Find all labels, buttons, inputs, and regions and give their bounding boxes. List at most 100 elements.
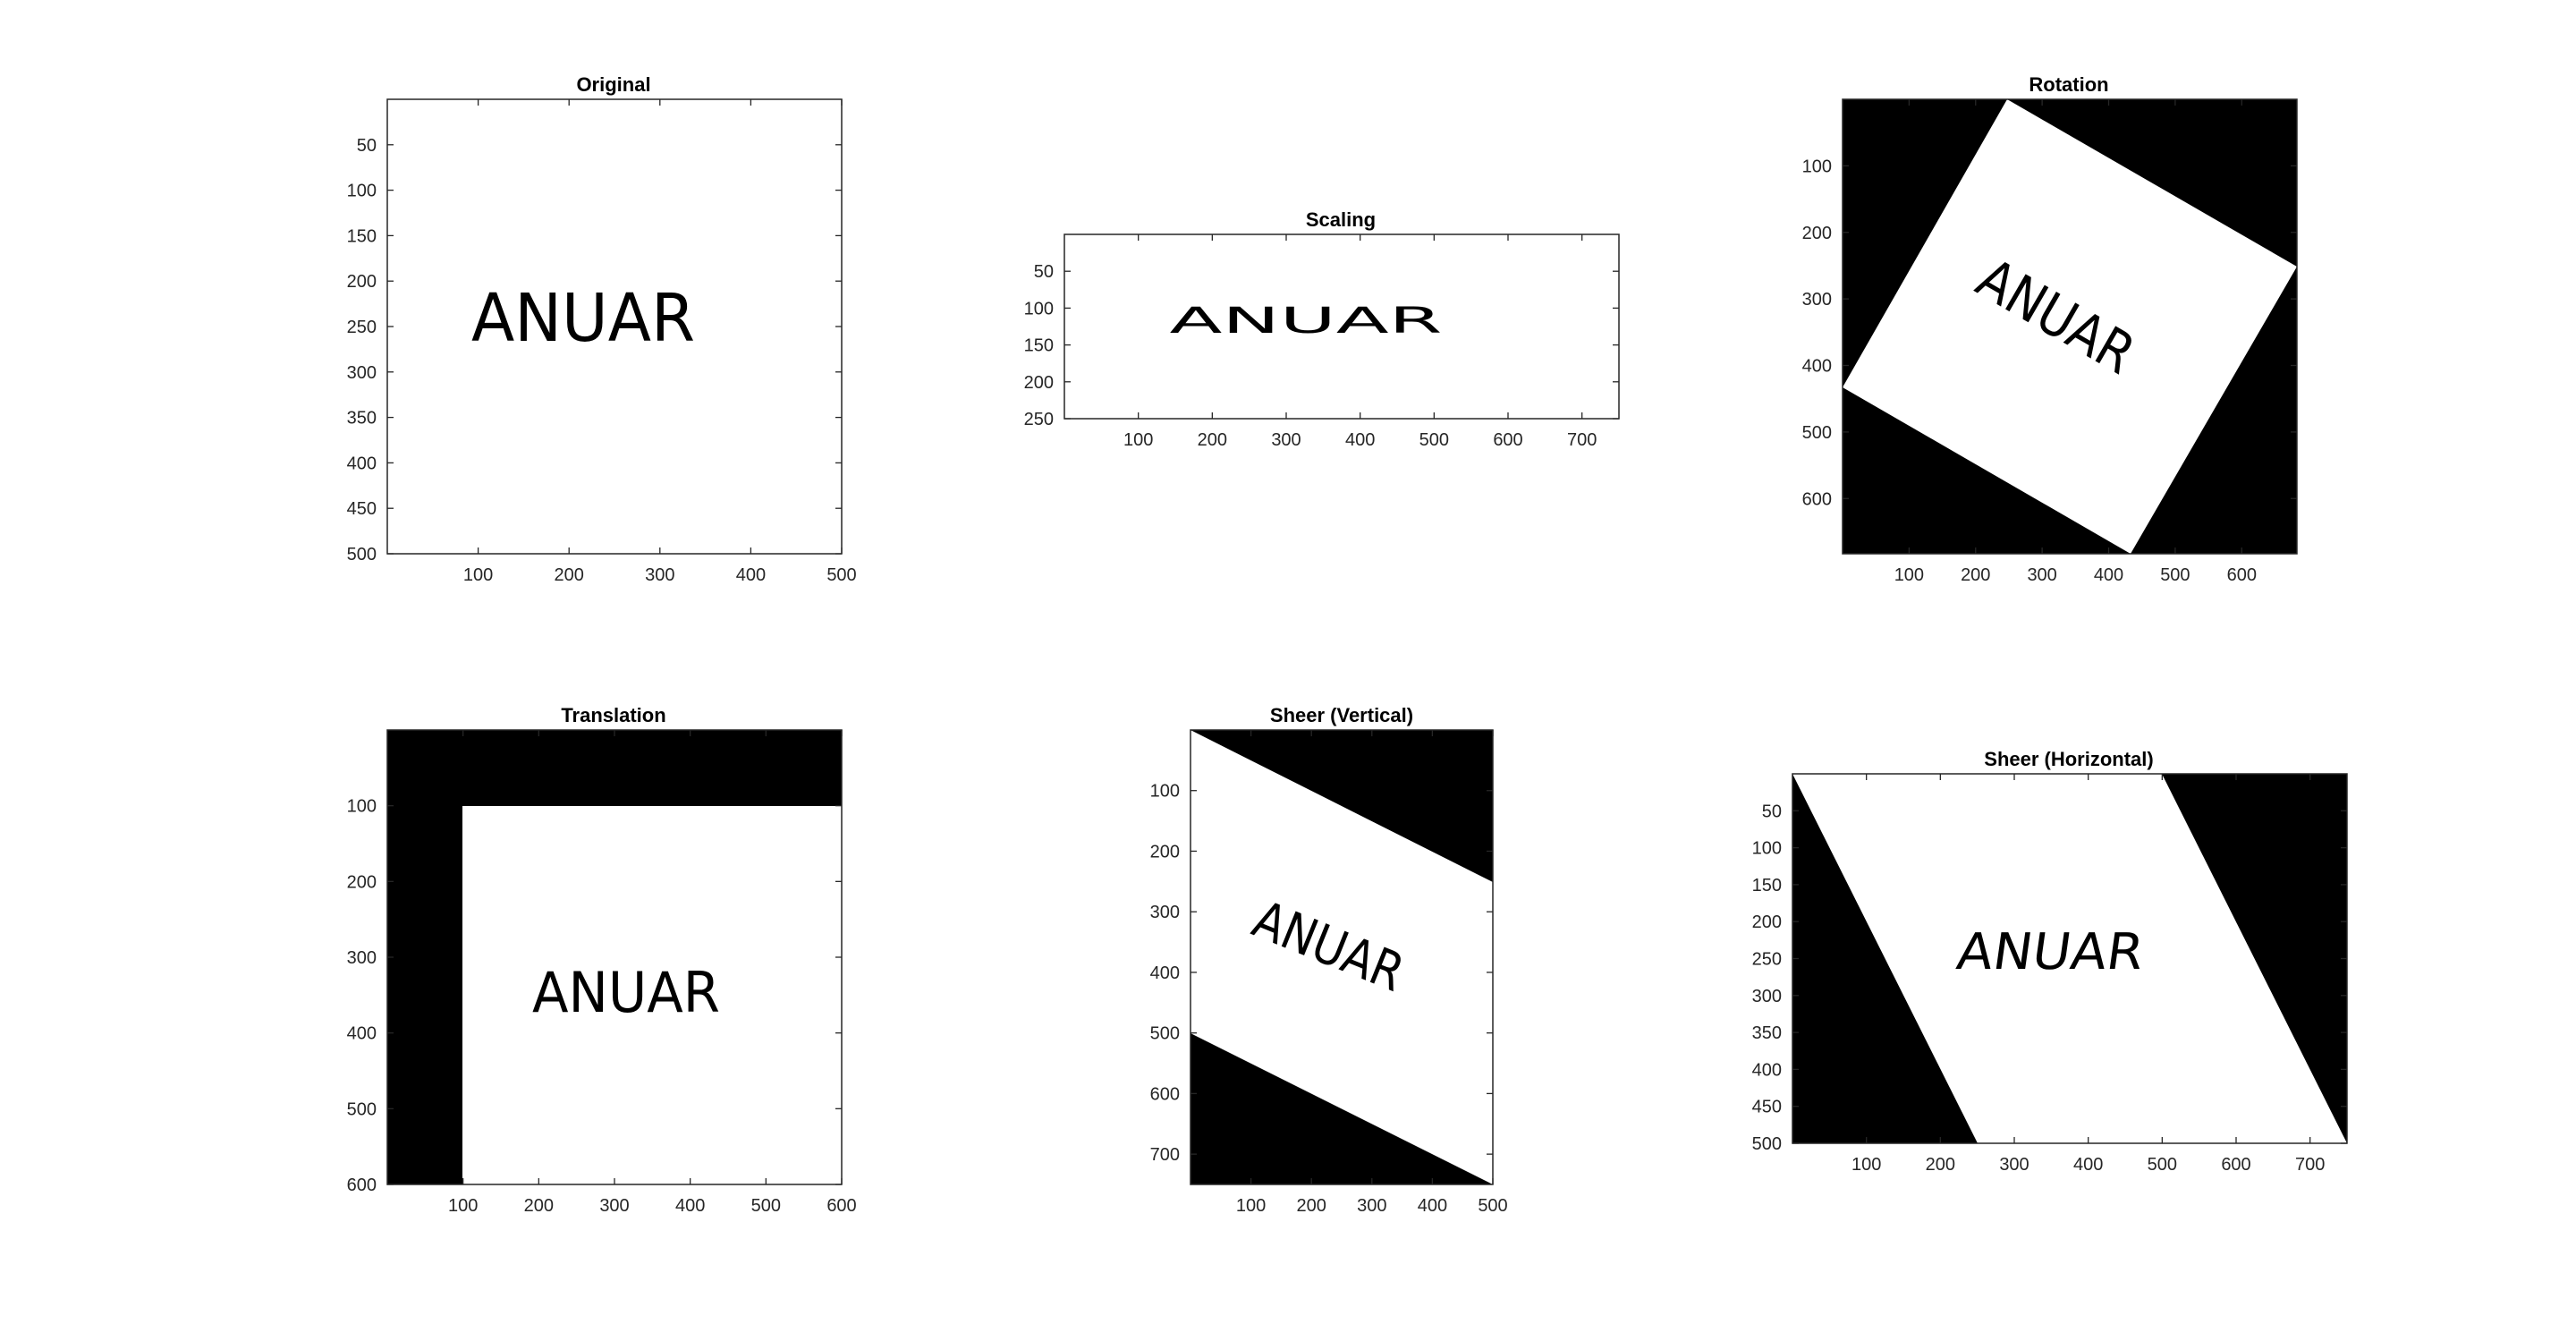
plot-border (1190, 729, 1494, 1185)
plot-area (386, 98, 843, 555)
x-tick-label: 600 (826, 1196, 856, 1216)
y-tick-label: 600 (1802, 489, 1832, 509)
y-axis: 100 200 300 400 500 600 (347, 797, 842, 1195)
image-text: ANUAR (1953, 923, 2148, 981)
y-tick-label: 600 (1150, 1084, 1180, 1104)
y-tick-label: 100 (1752, 839, 1782, 859)
panel-title: Translation (561, 704, 665, 726)
x-tick-label: 400 (2094, 565, 2123, 585)
sheared-image (1191, 730, 1493, 1184)
y-tick-label: 50 (1034, 262, 1054, 282)
y-axis: 50 100 150 200 250 300 350 400 450 500 (347, 136, 842, 564)
y-tick-label: 450 (1752, 1098, 1782, 1117)
x-axis: 100 200 300 400 500 (1236, 730, 1508, 1216)
y-tick-label: 200 (347, 872, 377, 892)
x-tick-label: 300 (645, 565, 674, 585)
x-tick-label: 200 (555, 565, 584, 585)
x-axis: 100 200 300 400 500 600 (1894, 99, 2257, 585)
y-tick-label: 300 (347, 948, 377, 968)
sheared-image (1792, 774, 2347, 1143)
y-tick-label: 50 (357, 136, 377, 156)
y-axis: 100 200 300 400 500 600 (1802, 157, 2297, 509)
x-tick-label: 300 (1271, 430, 1301, 450)
y-axis: 50 100 150 200 250 300 350 400 450 500 (1752, 802, 2347, 1154)
x-tick-label: 200 (1961, 565, 1990, 585)
y-tick-label: 500 (1150, 1024, 1180, 1044)
panel-sheer-vertical: Sheer (Vertical) ANUAR 100 200 300 400 500 1… (1150, 704, 1508, 1216)
image-text: ANUAR (1170, 301, 1443, 342)
y-tick-label: 400 (1150, 963, 1180, 983)
y-tick-label: 250 (1024, 410, 1054, 429)
x-axis: 100 200 300 400 500 600 700 (1123, 234, 1597, 450)
x-tick-label: 400 (736, 565, 766, 585)
x-tick-label: 400 (675, 1196, 705, 1216)
x-axis: 100 200 300 400 500 600 (448, 730, 857, 1216)
y-tick-label: 50 (1762, 802, 1782, 821)
y-tick-label: 150 (1024, 336, 1054, 356)
y-axis: 50 100 150 200 250 (1024, 262, 1619, 429)
y-tick-label: 350 (347, 409, 377, 429)
y-tick-label: 100 (1802, 157, 1832, 176)
y-tick-label: 500 (347, 1099, 377, 1119)
plot-area (1063, 233, 1620, 420)
y-tick-label: 200 (1150, 842, 1180, 861)
x-tick-label: 400 (1345, 430, 1375, 450)
y-tick-label: 300 (1752, 987, 1782, 1006)
y-tick-label: 200 (1752, 912, 1782, 932)
x-tick-label: 100 (1236, 1196, 1266, 1216)
panel-original: Original ANUAR 100 200 300 400 500 50 100 150 2… (347, 73, 857, 585)
y-tick-label: 100 (1024, 299, 1054, 318)
x-tick-label: 500 (826, 565, 856, 585)
y-tick-label: 500 (347, 545, 377, 564)
x-tick-label: 200 (1297, 1196, 1326, 1216)
x-tick-label: 300 (599, 1196, 629, 1216)
x-tick-label: 600 (1493, 430, 1522, 450)
image-text: ANUAR (532, 960, 720, 1025)
x-tick-label: 600 (2221, 1155, 2250, 1175)
x-tick-label: 700 (2295, 1155, 2325, 1175)
y-tick-label: 250 (1752, 950, 1782, 970)
x-tick-label: 500 (751, 1196, 781, 1216)
x-tick-label: 100 (1852, 1155, 1881, 1175)
x-tick-label: 200 (1926, 1155, 1955, 1175)
y-tick-label: 350 (1752, 1023, 1782, 1043)
y-tick-label: 600 (347, 1175, 377, 1195)
x-tick-label: 300 (1999, 1155, 2029, 1175)
x-axis: 100 200 300 400 500 600 700 (1852, 774, 2325, 1175)
panel-title: Sheer (Vertical) (1270, 704, 1413, 726)
panel-rotation: Rotation ANUAR 100 200 300 400 500 600 100200… (1802, 73, 2298, 585)
plot-border (1842, 98, 2298, 555)
panel-translation: Translation ANUAR 100 200 300 400 500 600 100… (347, 704, 857, 1216)
x-tick-label: 100 (463, 565, 493, 585)
x-tick-label: 500 (2148, 1155, 2177, 1175)
y-axis: 100 200 300 400 500 600 700 (1150, 782, 1493, 1165)
translated-image (462, 806, 842, 1184)
y-tick-label: 450 (347, 499, 377, 519)
panel-title: Sheer (Horizontal) (1984, 748, 2153, 770)
x-axis: 100 200 300 400 500 (463, 99, 857, 585)
x-tick-label: 400 (2073, 1155, 2103, 1175)
y-tick-label: 150 (1752, 876, 1782, 895)
y-tick-label: 250 (347, 318, 377, 337)
x-tick-label: 500 (1478, 1196, 1507, 1216)
panel-sheer-horizontal: Sheer (Horizontal) ANUAR 100 200 300 400 500… (1752, 748, 2348, 1175)
y-tick-label: 300 (1150, 903, 1180, 922)
panel-title: Original (576, 73, 650, 96)
y-tick-label: 300 (347, 363, 377, 383)
y-tick-label: 100 (347, 797, 377, 817)
x-tick-label: 500 (1419, 430, 1449, 450)
panel-title: Scaling (1306, 208, 1376, 231)
y-tick-label: 200 (347, 272, 377, 292)
panel-title: Rotation (2029, 73, 2108, 96)
x-tick-label: 300 (1357, 1196, 1386, 1216)
y-tick-label: 400 (1752, 1060, 1782, 1080)
x-tick-label: 300 (2027, 565, 2056, 585)
y-tick-label: 150 (347, 226, 377, 246)
y-tick-label: 700 (1150, 1145, 1180, 1165)
y-tick-label: 200 (1802, 224, 1832, 243)
x-tick-label: 200 (1198, 430, 1227, 450)
x-tick-label: 200 (524, 1196, 554, 1216)
y-tick-label: 100 (347, 182, 377, 201)
y-tick-label: 100 (1150, 782, 1180, 802)
